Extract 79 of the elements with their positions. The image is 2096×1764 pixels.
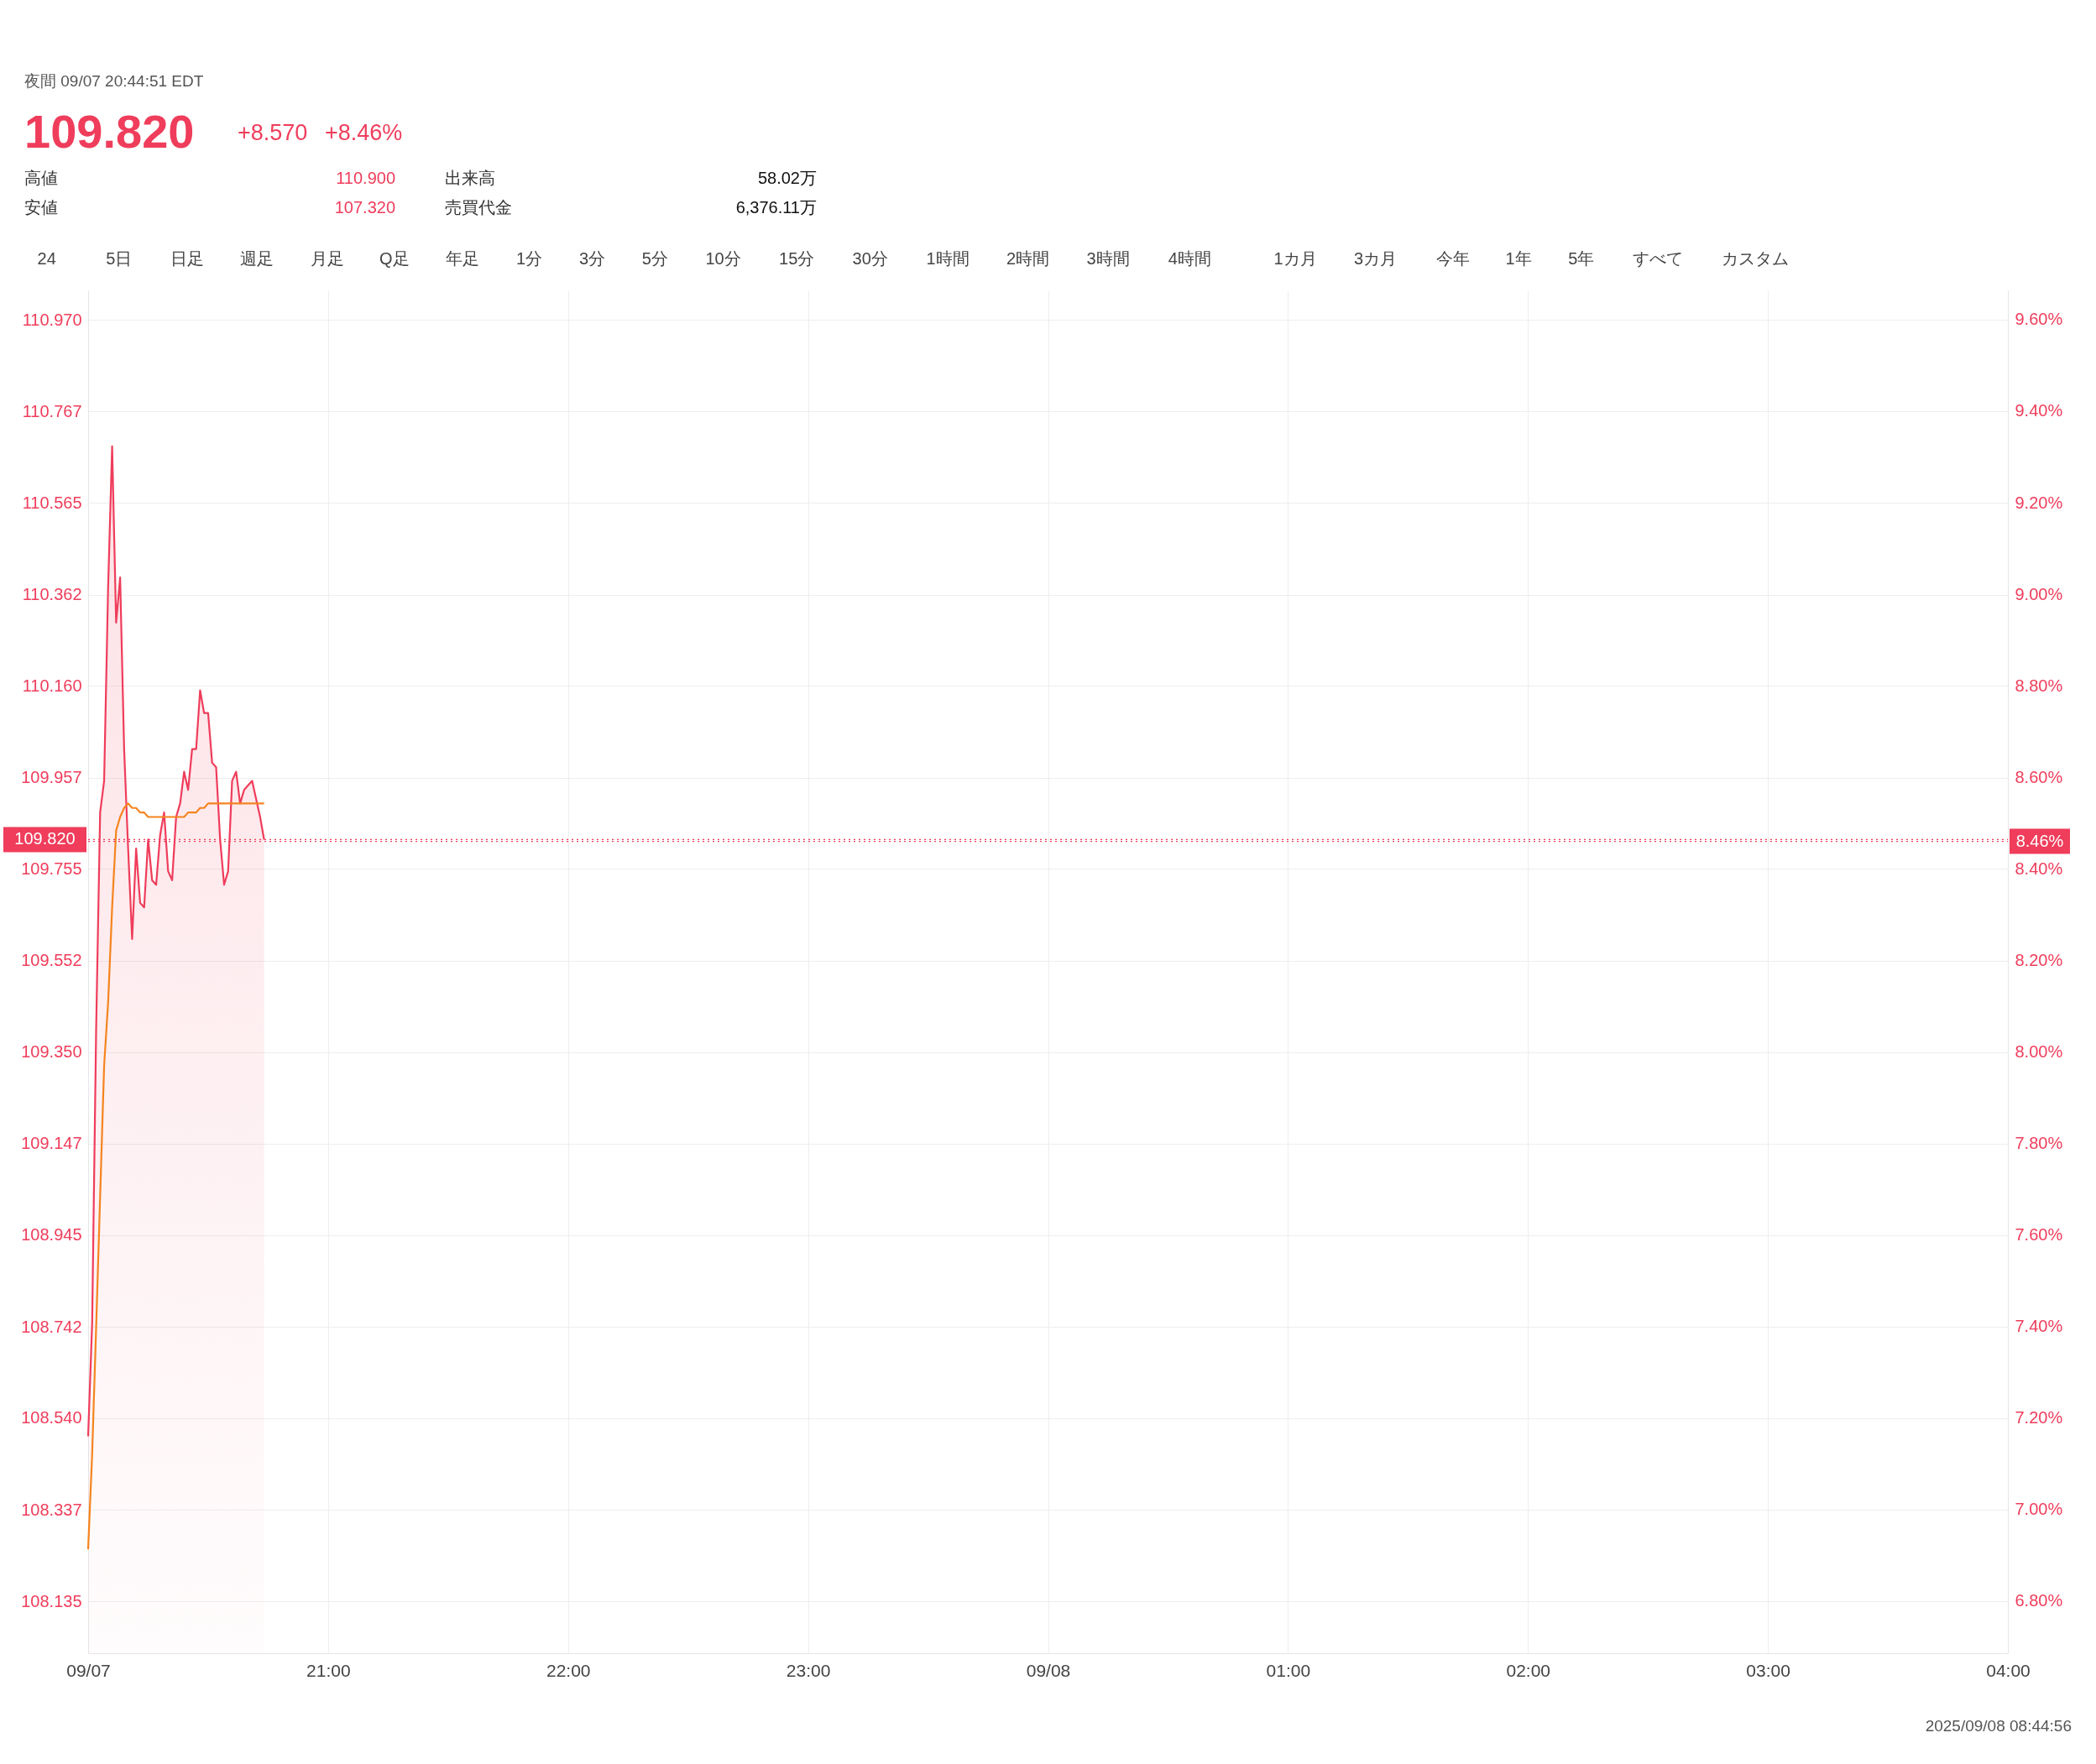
x-tick-label: 09/08 — [1026, 1660, 1071, 1680]
y2-tick-label: 9.40% — [2015, 401, 2063, 420]
text: 2時間 — [1006, 249, 1050, 268]
y2-tick-label: 7.20% — [2015, 1408, 2063, 1427]
text: 30分 — [852, 249, 888, 268]
text: 安値 — [24, 198, 58, 217]
y-tick-label: 108.135 — [21, 1591, 82, 1610]
y-tick-label: 110.970 — [22, 310, 82, 329]
y-tick-label: 109.957 — [21, 768, 82, 787]
text: 3カ月 — [1354, 249, 1398, 268]
text: Q足 — [379, 249, 410, 268]
text: 2025/09/08 08:44:56 — [1925, 1717, 2072, 1735]
y-tick-label: 110.362 — [22, 585, 82, 603]
y-tick-label: 108.540 — [21, 1408, 82, 1427]
ref-line-label: 109.820 — [14, 829, 76, 848]
text: 10分 — [705, 249, 741, 268]
text: 今年 — [1436, 249, 1471, 268]
text: 月足 — [311, 249, 345, 268]
text: 4時間 — [1168, 249, 1211, 268]
text: 24 — [37, 249, 56, 268]
text: 1年 — [1505, 249, 1532, 268]
text: 6,376.11万 — [735, 198, 817, 217]
text: 107.320 — [334, 198, 395, 217]
x-tick-label: 01:00 — [1266, 1660, 1311, 1680]
text: 5日 — [106, 249, 133, 268]
x-tick-label: 09/07 — [66, 1660, 111, 1680]
y2-tick-label: 7.80% — [2015, 1134, 2063, 1152]
y-tick-label: 109.350 — [21, 1042, 82, 1062]
text: 出来高 — [445, 169, 495, 187]
text: 3時間 — [1086, 249, 1130, 268]
y-tick-label: 108.337 — [21, 1500, 82, 1519]
y2-tick-label: 9.60% — [2015, 310, 2063, 329]
text: 1時間 — [926, 249, 970, 268]
y2-tick-label: 8.80% — [2015, 676, 2063, 695]
x-tick-label: 22:00 — [546, 1660, 591, 1680]
y2-tick-label: 9.20% — [2015, 493, 2063, 512]
text: 15分 — [779, 249, 815, 268]
text: 高値 — [24, 169, 58, 187]
y2-tick-label: 7.40% — [2015, 1317, 2063, 1336]
chart-title: 109.820 — [24, 105, 195, 158]
y-tick-label: 109.755 — [21, 859, 82, 878]
y2-tick-label: 7.60% — [2015, 1225, 2063, 1245]
text: 5年 — [1568, 249, 1595, 268]
text: 週足 — [239, 249, 274, 268]
text: 58.02万 — [757, 169, 817, 187]
text: 1カ月 — [1273, 249, 1317, 268]
text: +8.570 — [238, 120, 308, 145]
text: +8.46% — [325, 120, 403, 145]
ref-line-label: 8.46% — [2015, 831, 2064, 850]
text: 1分 — [516, 249, 543, 268]
x-tick-label: 03:00 — [1746, 1660, 1790, 1680]
text: すべて — [1632, 249, 1683, 268]
y-tick-label: 108.945 — [21, 1225, 82, 1245]
y2-tick-label: 7.00% — [2015, 1500, 2063, 1519]
text: 110.900 — [336, 169, 395, 187]
line-series — [86, 802, 265, 1551]
text: 年足 — [446, 249, 480, 268]
y2-tick-label: 9.00% — [2015, 584, 2063, 603]
y2-tick-label: 8.00% — [2015, 1041, 2063, 1061]
chart-subtitle: 夜間 09/07 20:44:51 EDT — [24, 72, 204, 90]
text: 5分 — [641, 249, 668, 268]
x-tick-label: 04:00 — [1986, 1660, 2031, 1680]
y2-tick-label: 6.80% — [2015, 1591, 2063, 1610]
x-tick-label: 23:00 — [786, 1660, 831, 1680]
y2-tick-label: 8.60% — [2015, 767, 2063, 786]
y-tick-label: 110.565 — [22, 493, 82, 512]
y-tick-label: 109.147 — [21, 1134, 82, 1153]
y-tick-label: 110.767 — [22, 401, 82, 420]
y-tick-label: 108.742 — [21, 1317, 82, 1336]
y2-tick-label: 8.40% — [2015, 859, 2063, 878]
text: カスタム — [1721, 249, 1789, 268]
text: 日足 — [170, 249, 204, 268]
y2-tick-label: 8.20% — [2015, 950, 2063, 969]
y-tick-label: 109.552 — [21, 951, 82, 970]
x-tick-label: 02:00 — [1506, 1660, 1551, 1680]
text: 売買代金 — [445, 198, 512, 217]
y-tick-label: 110.160 — [22, 676, 82, 695]
x-tick-label: 21:00 — [306, 1660, 351, 1680]
text: 3分 — [578, 249, 606, 268]
